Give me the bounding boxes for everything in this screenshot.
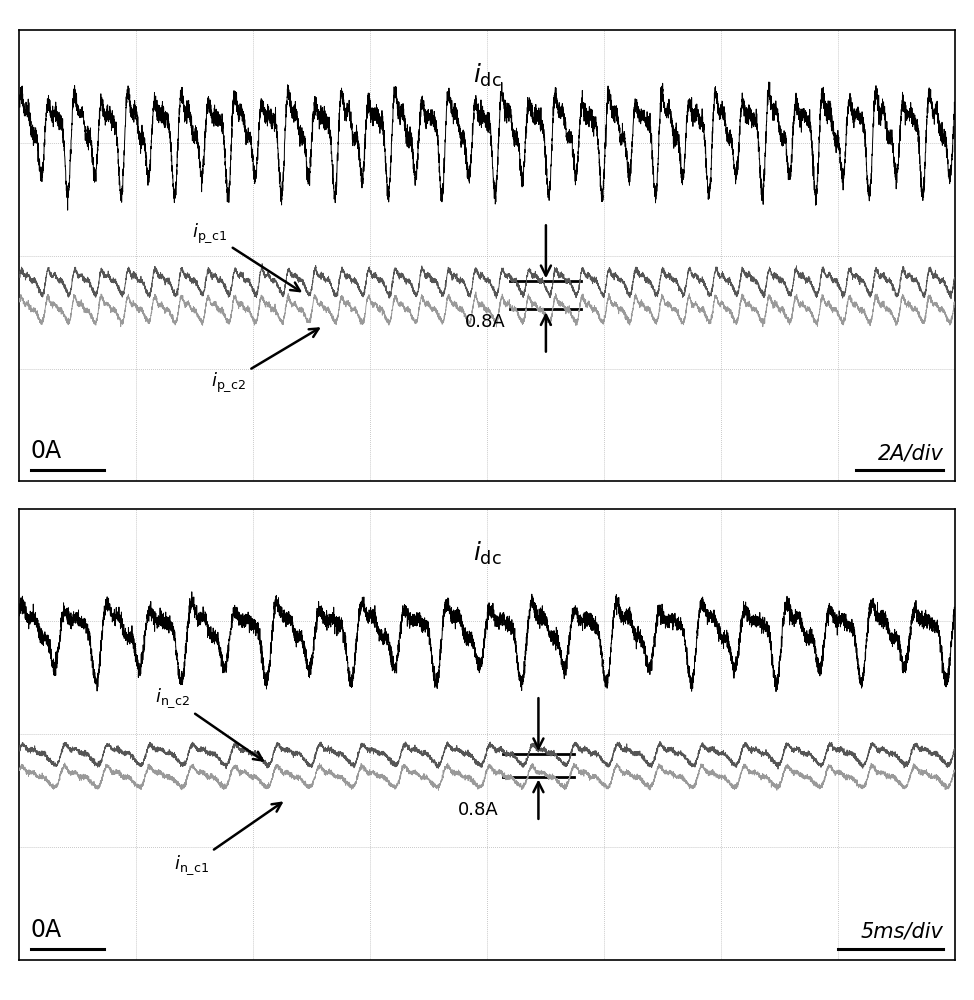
Text: 5ms/div: 5ms/div bbox=[860, 922, 943, 942]
Text: 0A: 0A bbox=[31, 918, 61, 942]
Text: 0A: 0A bbox=[31, 439, 61, 463]
Text: $i_{\rm dc}$: $i_{\rm dc}$ bbox=[472, 62, 502, 89]
Text: $i_{\rm dc}$: $i_{\rm dc}$ bbox=[472, 540, 502, 567]
Text: $i_{\rm n\_c2}$: $i_{\rm n\_c2}$ bbox=[155, 686, 263, 760]
Text: 2A/div: 2A/div bbox=[878, 443, 943, 463]
Text: $i_{\rm n\_c1}$: $i_{\rm n\_c1}$ bbox=[173, 803, 281, 877]
Text: $i_{\rm p\_c2}$: $i_{\rm p\_c2}$ bbox=[211, 329, 318, 394]
Text: 0.8A: 0.8A bbox=[465, 313, 506, 331]
Text: $i_{\rm p\_c1}$: $i_{\rm p\_c1}$ bbox=[193, 221, 300, 291]
Text: 0.8A: 0.8A bbox=[458, 801, 499, 819]
